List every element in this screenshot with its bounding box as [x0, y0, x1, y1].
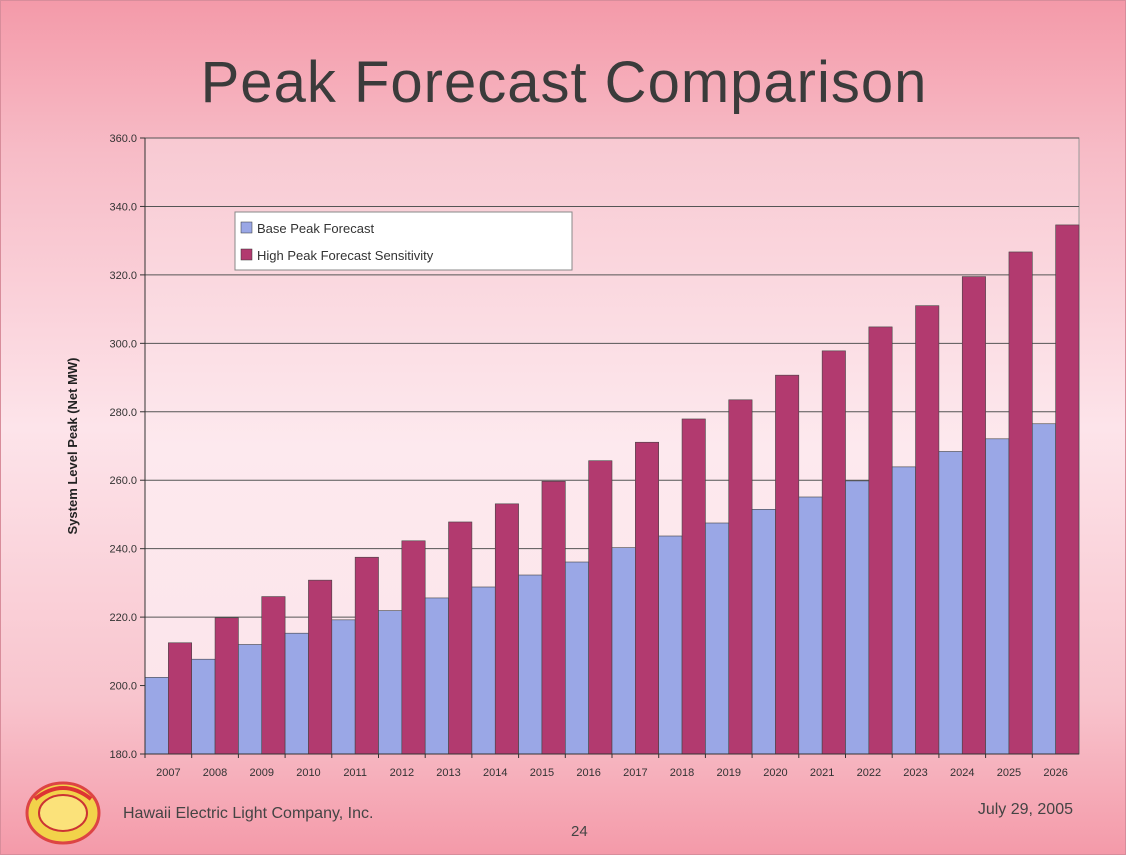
- bar-base-2011: [331, 619, 356, 755]
- bar-high-2026: [1055, 224, 1080, 755]
- bar-high-2016: [588, 460, 613, 755]
- footer-date: July 29, 2005: [977, 801, 1073, 818]
- bar-base-2017: [611, 547, 636, 755]
- bar-base-2025: [985, 438, 1010, 755]
- bar-base-2021: [798, 496, 823, 755]
- bar-high-2021: [821, 350, 846, 755]
- bar-high-2020: [775, 374, 800, 755]
- bar-high-2012: [401, 540, 426, 755]
- x-tick-label: 2007: [156, 767, 180, 779]
- y-tick-label: 240.0: [109, 544, 137, 556]
- x-tick-label: 2016: [576, 767, 600, 779]
- y-tick-label: 200.0: [109, 681, 137, 693]
- x-tick-label: 2023: [903, 767, 927, 779]
- legend-swatch-high: [240, 248, 253, 261]
- bar-base-2015: [518, 574, 543, 755]
- bar-high-2023: [915, 305, 940, 755]
- y-tick-label: 360.0: [109, 133, 137, 145]
- bar-high-2019: [728, 399, 753, 755]
- bar-base-2018: [658, 535, 683, 755]
- x-tick-label: 2014: [483, 767, 507, 779]
- bar-high-2010: [308, 579, 333, 755]
- x-tick-label: 2025: [997, 767, 1021, 779]
- bar-high-2015: [541, 480, 566, 755]
- bar-high-2009: [261, 596, 286, 755]
- y-tick-label: 340.0: [109, 201, 137, 213]
- bar-base-2019: [705, 522, 730, 755]
- footer-company: Hawaii Electric Light Company, Inc.: [123, 805, 374, 822]
- legend-box: [234, 211, 573, 271]
- bar-base-2022: [845, 480, 870, 755]
- y-axis-label: System Level Peak (Net MW): [65, 357, 80, 534]
- x-tick-label: 2012: [390, 767, 414, 779]
- legend-label-high: High Peak Forecast Sensitivity: [257, 248, 434, 263]
- bar-base-2020: [751, 509, 776, 755]
- bar-base-2012: [378, 610, 403, 755]
- y-tick-label: 220.0: [109, 612, 137, 624]
- bars: [144, 224, 1080, 755]
- x-tick-label: 2026: [1043, 767, 1067, 779]
- y-tick-label: 320.0: [109, 270, 137, 282]
- bar-high-2024: [961, 276, 986, 755]
- x-tick-label: 2013: [436, 767, 460, 779]
- x-tick-label: 2015: [530, 767, 554, 779]
- bar-base-2016: [564, 561, 589, 755]
- bar-base-2014: [471, 586, 496, 755]
- bar-high-2008: [214, 617, 239, 755]
- bar-high-2018: [681, 418, 706, 755]
- bar-base-2024: [938, 451, 963, 755]
- bar-base-2009: [238, 644, 263, 755]
- x-tick-label: 2009: [250, 767, 274, 779]
- bar-base-2023: [891, 466, 916, 755]
- x-tick-label: 2017: [623, 767, 647, 779]
- bar-base-2010: [284, 632, 309, 755]
- bar-high-2011: [354, 556, 379, 755]
- bar-base-2007: [144, 677, 169, 755]
- legend-swatch-base: [240, 221, 253, 234]
- x-tick-label: 2008: [203, 767, 227, 779]
- y-tick-label: 260.0: [109, 475, 137, 487]
- x-tick-label: 2018: [670, 767, 694, 779]
- bar-high-2013: [448, 521, 473, 755]
- x-tick-label: 2021: [810, 767, 834, 779]
- bar-high-2025: [1008, 251, 1033, 755]
- x-tick-label: 2024: [950, 767, 974, 779]
- y-tick-label: 180.0: [109, 749, 137, 761]
- slide-title: Peak Forecast Comparison: [200, 50, 928, 115]
- bar-base-2008: [191, 658, 216, 755]
- x-tick-label: 2011: [343, 767, 367, 779]
- bar-base-2013: [424, 597, 449, 755]
- bar-high-2017: [635, 441, 659, 755]
- axes: 180.0 200.0 220.0 240.0 260.0 280.0 300.0 320.0…: [109, 133, 1079, 779]
- legend: Base Peak Forecast High Peak Forecast Se…: [234, 211, 573, 271]
- company-logo: [25, 781, 101, 845]
- x-tick-label: 2010: [296, 767, 320, 779]
- bar-base-2026: [1032, 423, 1056, 755]
- page-number: 24: [571, 823, 588, 840]
- bar-high-2007: [168, 642, 193, 755]
- bar-high-2014: [494, 503, 519, 755]
- y-tick-label: 300.0: [109, 338, 137, 350]
- bar-high-2022: [868, 326, 893, 755]
- y-tick-label: 280.0: [109, 407, 137, 419]
- x-tick-label: 2020: [763, 767, 787, 779]
- x-tick-label: 2019: [717, 767, 741, 779]
- legend-label-base: Base Peak Forecast: [257, 221, 374, 236]
- x-tick-label: 2022: [857, 767, 881, 779]
